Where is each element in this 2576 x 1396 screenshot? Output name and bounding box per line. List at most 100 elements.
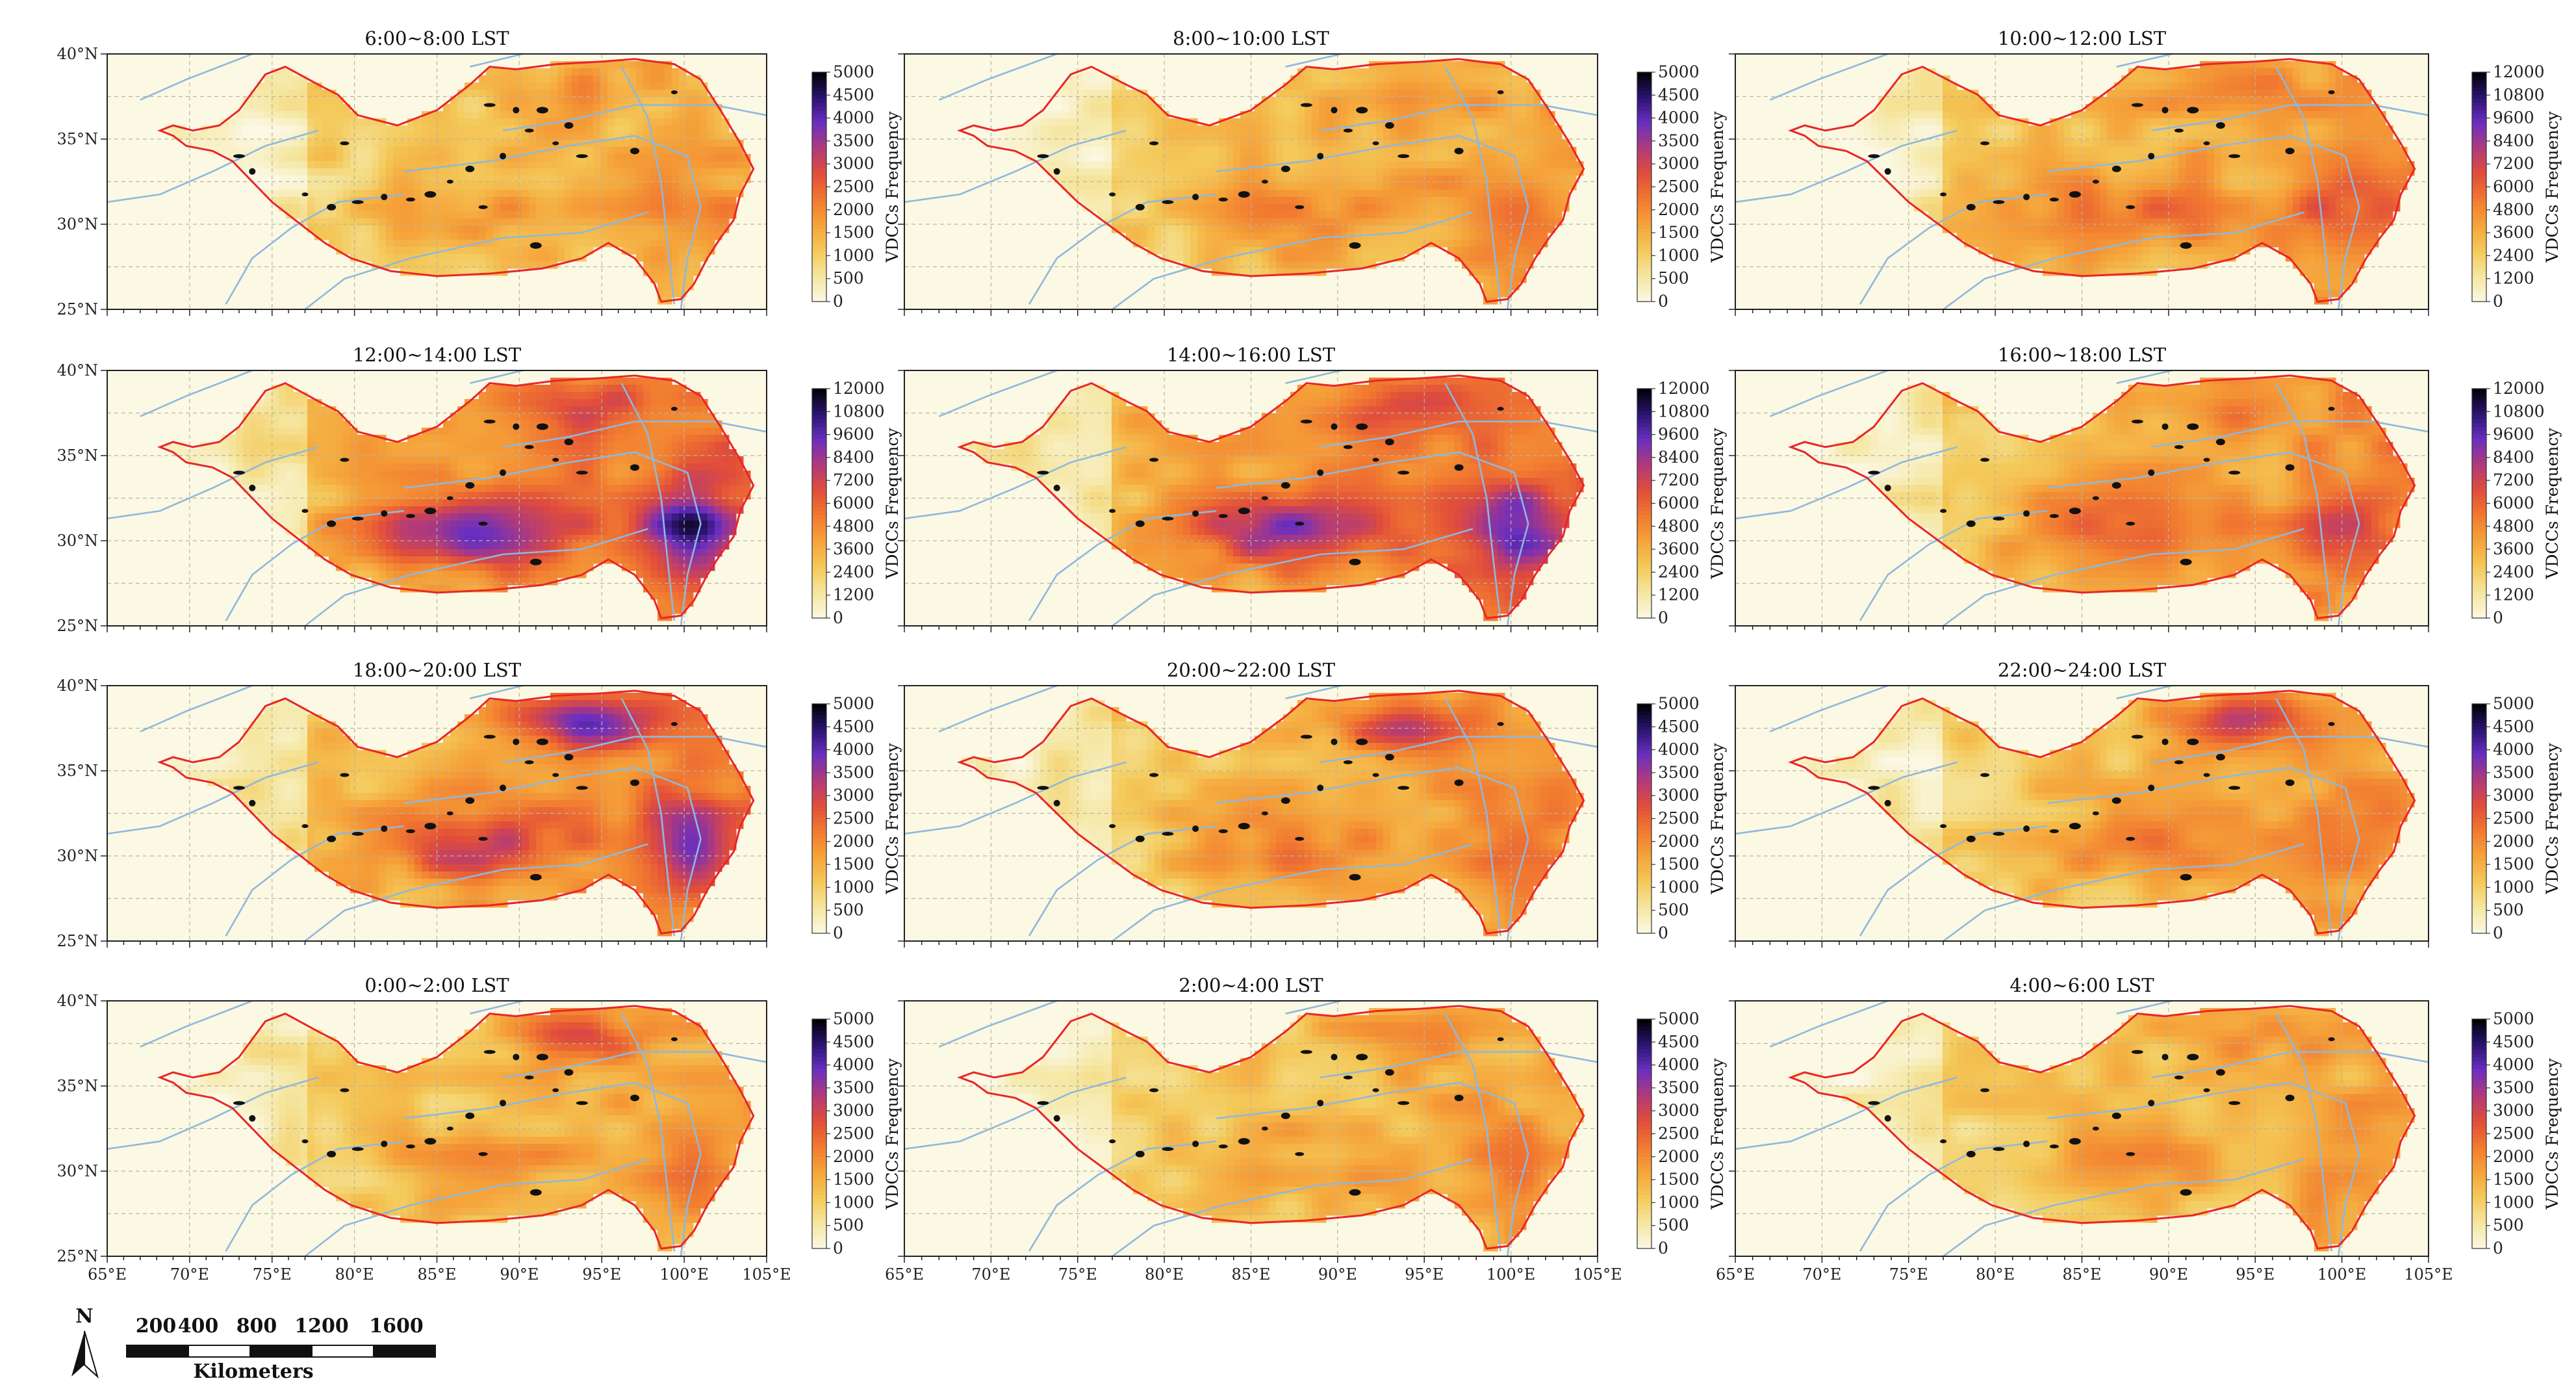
colorbar-tick-label: 500 [1658, 901, 1689, 920]
colorbar-tick-label: 4000 [1658, 109, 1700, 127]
colorbar-tick-label: 1000 [833, 1193, 874, 1211]
longitude-label: 75°E [253, 1265, 292, 1284]
longitude-label: 65°E [1716, 1265, 1755, 1284]
colorbar-tick-label: 3000 [833, 1101, 874, 1120]
colorbar-tick-label: 2500 [1658, 809, 1700, 828]
longitude-label: 65°E [885, 1265, 924, 1284]
colorbar: 1200010800960084007200600048003600240012… [1637, 379, 1727, 627]
longitude-label: 95°E [2236, 1265, 2275, 1284]
colorbar-tick-label: 0 [1658, 1239, 1668, 1258]
latitude-label: 35°N [57, 130, 98, 148]
colorbar-tick-label: 6000 [2493, 177, 2534, 196]
colorbar-tick-label: 7200 [833, 471, 874, 489]
scale-segment [312, 1345, 374, 1357]
colorbar-tick-label: 1000 [1658, 246, 1700, 265]
latitude-label: 30°N [57, 847, 98, 865]
colorbar-tick-label: 500 [833, 269, 864, 288]
colorbar-tick-label: 2500 [833, 1124, 874, 1143]
latitude-label: 40°N [57, 992, 98, 1010]
colorbar-tick-label: 4500 [1658, 1032, 1700, 1051]
colorbar-tick-label: 1500 [833, 855, 874, 873]
longitude-label: 80°E [1976, 1265, 2015, 1284]
colorbar-title: VDCCs Frequency [2543, 110, 2562, 263]
longitude-label: 85°E [2062, 1265, 2101, 1284]
colorbar-title: VDCCs Frequency [2543, 427, 2562, 579]
colorbar-tick-label: 1500 [833, 223, 874, 242]
colorbar-title: VDCCs Frequency [2543, 742, 2562, 894]
colorbar-tick-label: 1000 [1658, 877, 1700, 896]
colorbar-tick-label: 500 [833, 1216, 864, 1235]
colorbar-tick-label: 2000 [1658, 832, 1700, 851]
scale-label: 1600 [369, 1315, 424, 1338]
colorbar-tick-label: 1000 [2493, 1193, 2534, 1211]
colorbar-tick-label: 2500 [833, 177, 874, 196]
colorbar-tick-label: 4800 [1658, 517, 1700, 536]
panel-title: 4:00~6:00 LST [2009, 974, 2154, 996]
colorbar-tick-label: 1500 [1658, 223, 1700, 242]
colorbar-tick-label: 10800 [1658, 402, 1710, 420]
colorbar-tick-label: 12000 [833, 379, 885, 398]
colorbar-tick-label: 12000 [2493, 379, 2545, 398]
north-arrow-icon [84, 1331, 97, 1377]
longitude-label: 70°E [1802, 1265, 1841, 1284]
colorbar-tick-label: 1200 [1658, 586, 1700, 604]
figure-canvas: 6:00~8:00 LST40°N35°N30°N25°N50004500400… [0, 0, 2576, 1396]
colorbar-tick-label: 2400 [833, 562, 874, 581]
colorbar-tick-label: 2400 [2493, 562, 2534, 581]
latitude-label: 40°N [57, 677, 98, 695]
longitude-label: 85°E [417, 1265, 456, 1284]
colorbar-tick-label: 3600 [833, 539, 874, 558]
colorbar-tick-label: 3600 [2493, 223, 2534, 242]
colorbar-tick-label: 2000 [1658, 200, 1700, 219]
colorbar-tick-label: 5000 [1658, 694, 1700, 713]
colorbar-tick-label: 500 [1658, 1216, 1689, 1235]
colorbar: 5000450040003500300025002000150010005000… [812, 1009, 902, 1258]
colorbar-tick-label: 12000 [1658, 379, 1710, 398]
colorbar-tick-label: 1000 [2493, 877, 2534, 896]
colorbar-tick-label: 3500 [833, 1078, 874, 1097]
longitude-label: 80°E [1145, 1265, 1184, 1284]
colorbar-tick-label: 2000 [833, 1147, 874, 1166]
colorbar-tick-label: 8400 [1658, 448, 1700, 467]
longitude-label: 75°E [1058, 1265, 1097, 1284]
longitude-label: 70°E [170, 1265, 209, 1284]
panel-title: 10:00~12:00 LST [1998, 27, 2167, 49]
colorbar-tick-label: 4500 [833, 1032, 874, 1051]
colorbar-tick-label: 4000 [2493, 1055, 2534, 1074]
panel-title: 20:00~22:00 LST [1167, 659, 1336, 681]
colorbar-title: VDCCs Frequency [883, 1057, 902, 1209]
longitude-label: 70°E [971, 1265, 1010, 1284]
colorbar-tick-label: 7200 [1658, 471, 1700, 489]
colorbar-tick-label: 7200 [2493, 471, 2534, 489]
colorbar-tick-label: 0 [833, 924, 843, 942]
colorbar-tick-label: 6000 [833, 494, 874, 513]
colorbar-tick-label: 9600 [2493, 109, 2534, 127]
colorbar-title: VDCCs Frequency [883, 110, 902, 263]
longitude-label: 90°E [2149, 1265, 2188, 1284]
latitude-label: 30°N [57, 532, 98, 550]
colorbar: 5000450040003500300025002000150010005000… [2472, 694, 2562, 942]
colorbar-tick-label: 2500 [1658, 177, 1700, 196]
colorbar-tick-label: 12000 [2493, 62, 2545, 81]
latitude-label: 30°N [57, 1162, 98, 1180]
map-panel: 10:00~12:00 LST1200010800960084007200600… [1729, 27, 2562, 316]
colorbar-title: VDCCs Frequency [883, 427, 902, 579]
colorbar-title: VDCCs Frequency [883, 742, 902, 894]
longitude-label: 95°E [582, 1265, 621, 1284]
colorbar-tick-label: 4000 [833, 109, 874, 127]
scale-segment [127, 1345, 188, 1357]
colorbar-tick-label: 0 [833, 1239, 843, 1258]
latitude-label: 40°N [57, 361, 98, 380]
scale-segment [374, 1345, 435, 1357]
latitude-label: 30°N [57, 215, 98, 233]
colorbar-title: VDCCs Frequency [1708, 742, 1727, 894]
colorbar-tick-label: 9600 [1658, 425, 1700, 444]
colorbar-tick-label: 2000 [2493, 832, 2534, 851]
colorbar-tick-label: 3500 [1658, 1078, 1700, 1097]
colorbar-tick-label: 4800 [2493, 517, 2534, 536]
latitude-label: 25°N [57, 617, 98, 635]
map-panel: 22:00~24:00 LST5000450040003500300025002… [1729, 659, 2562, 948]
map-panel: 12:00~14:00 LST40°N35°N30°N25°N120001080… [57, 344, 902, 635]
